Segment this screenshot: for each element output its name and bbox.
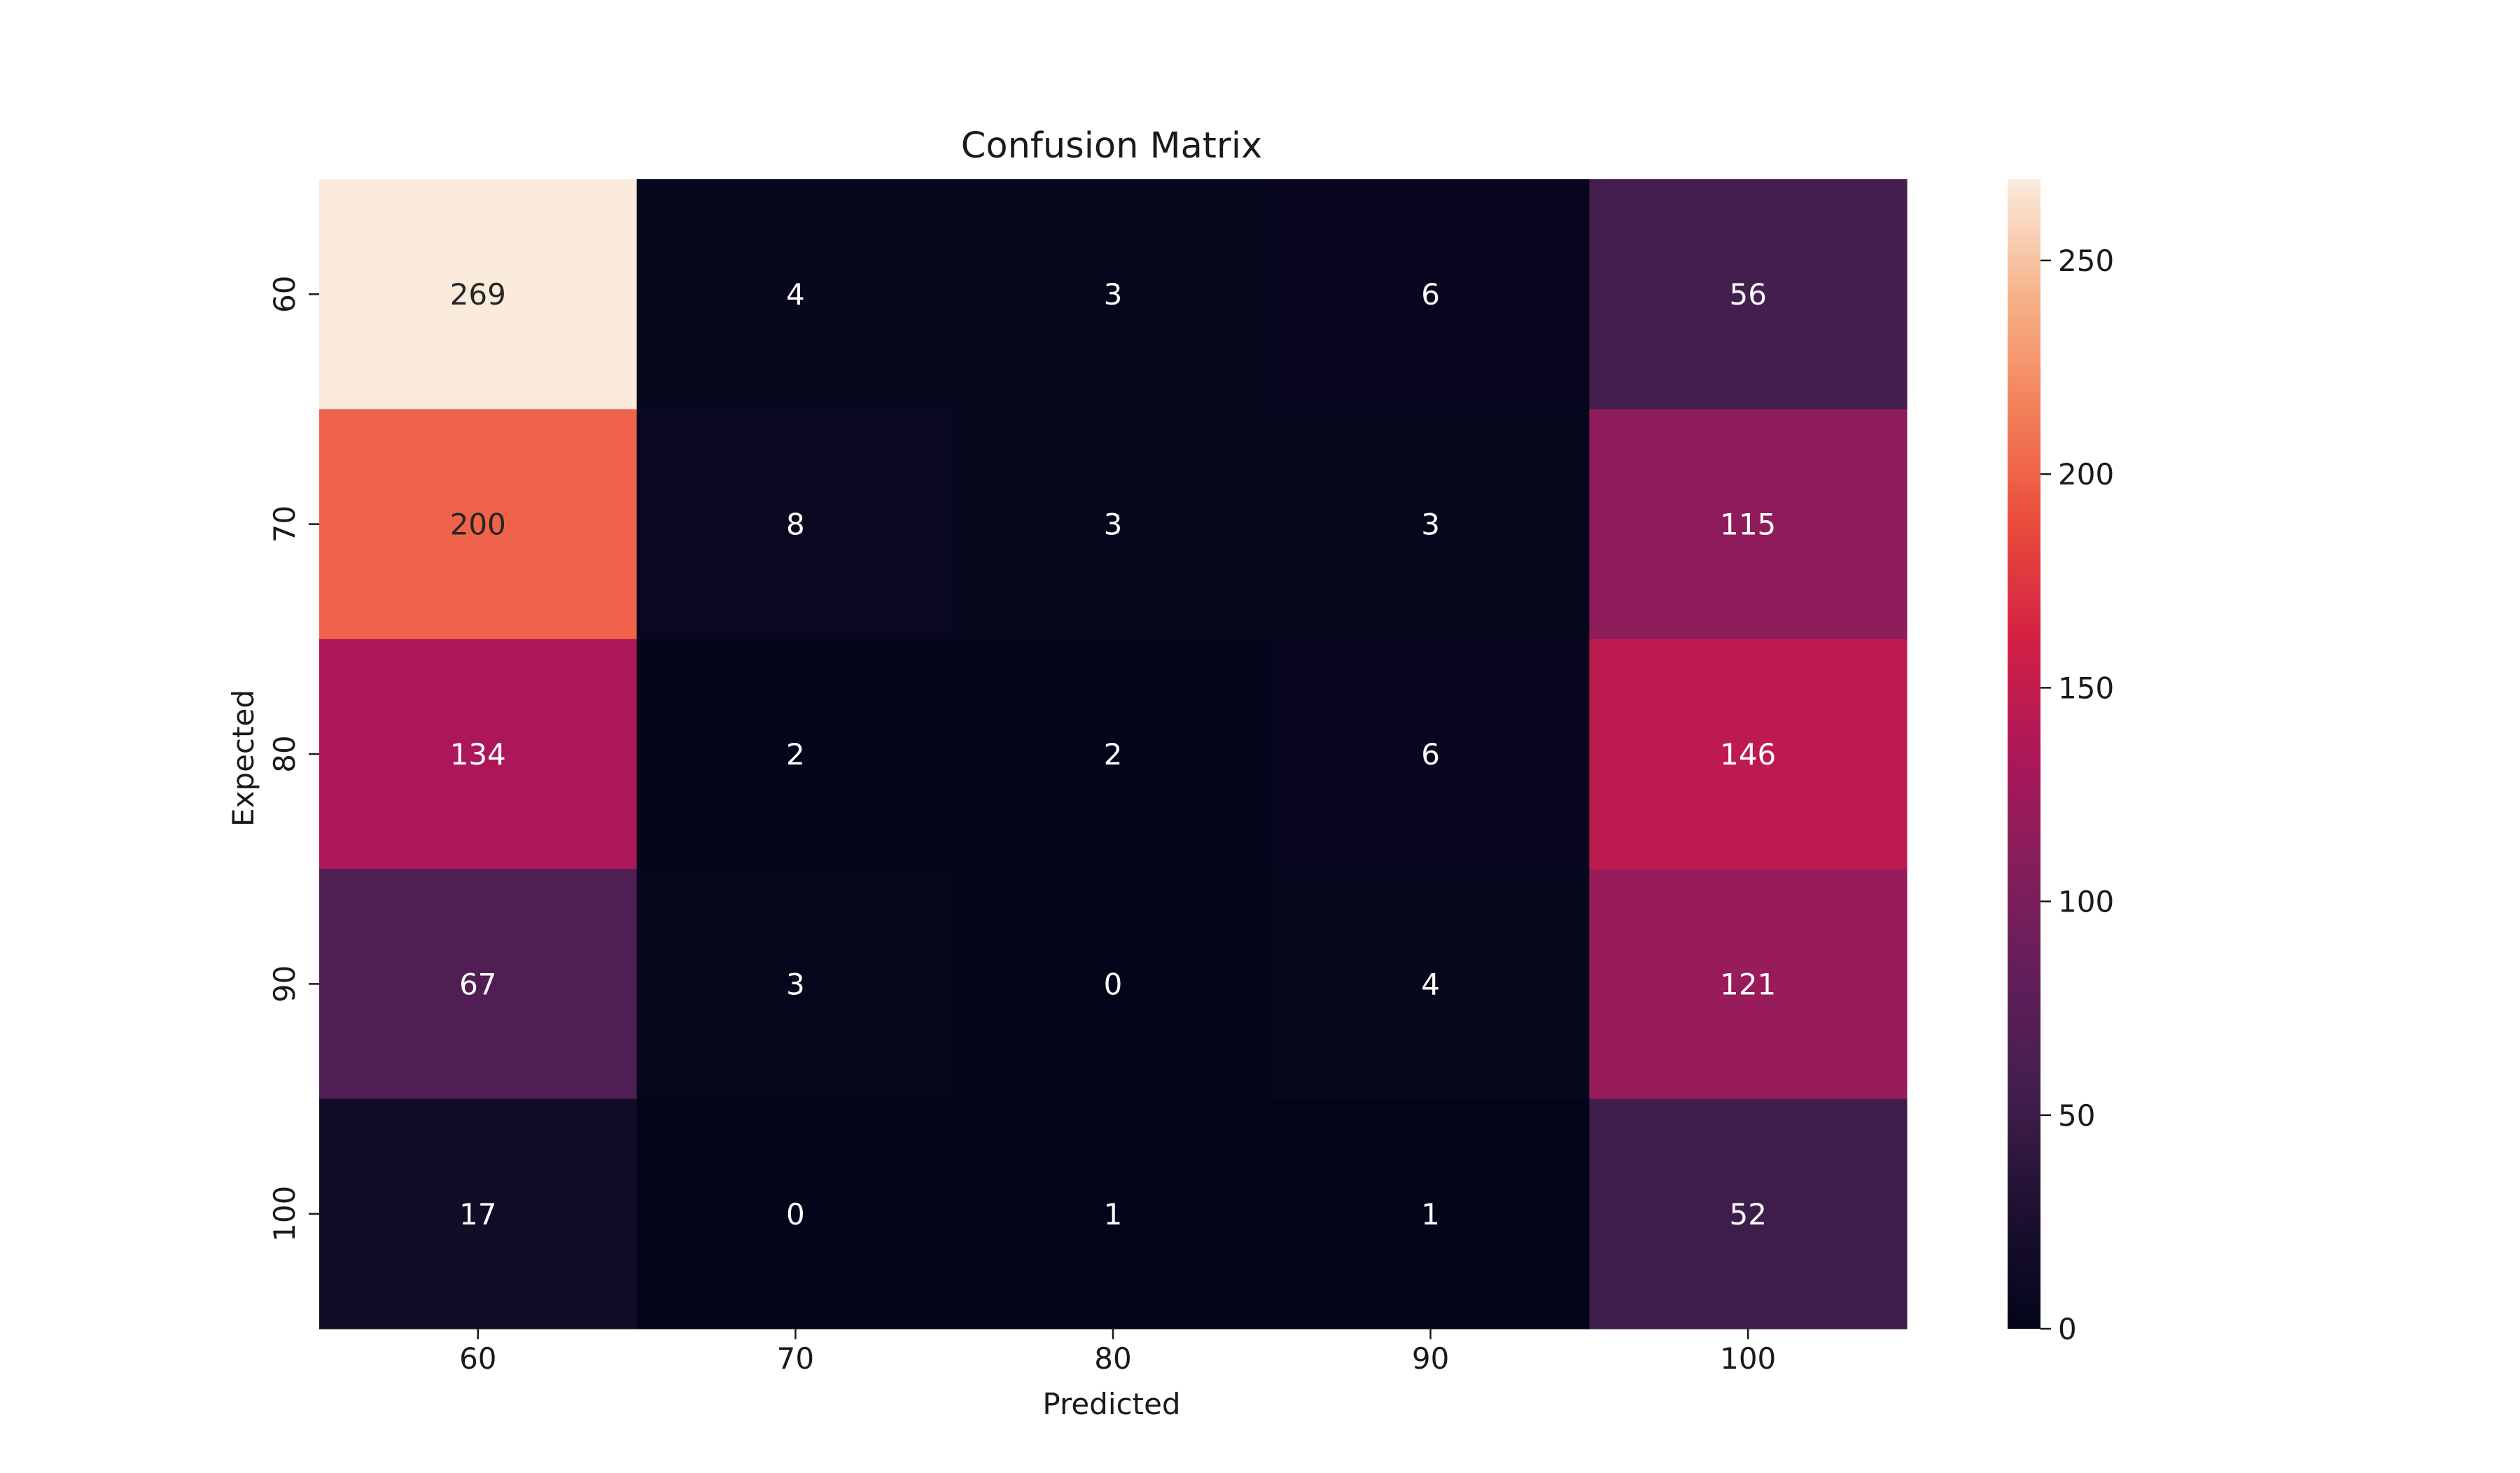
x-axis: 60 70 80 90 100 [459, 1329, 1776, 1376]
heatmap-cell [954, 409, 1273, 640]
y-tick-label: 70 [267, 505, 302, 543]
cell-value-label: 3 [786, 967, 805, 1001]
heatmap-cell [1589, 179, 1907, 410]
colorbar-tick-label: 250 [2058, 244, 2114, 278]
x-tick-label: 70 [777, 1341, 814, 1376]
cell-value-label: 8 [786, 508, 805, 542]
x-tick-label: 60 [459, 1341, 496, 1376]
cell-value-label: 1 [1104, 1197, 1123, 1231]
cell-value-label: 4 [786, 277, 805, 312]
cell-value-label: 0 [786, 1197, 805, 1231]
heatmap-cell [319, 1098, 638, 1329]
cell-value-label: 121 [1720, 967, 1776, 1001]
heatmap-cell [1589, 638, 1907, 870]
cell-value-label: 56 [1729, 277, 1766, 312]
colorbar: 0 50 100 150 200 250 [2008, 179, 2114, 1346]
colorbar-tick-label: 0 [2058, 1312, 2077, 1346]
heatmap-cell [636, 869, 955, 1100]
heatmap-cell [1271, 1098, 1590, 1329]
cell-value-label: 52 [1729, 1197, 1766, 1231]
cell-value-label: 3 [1421, 508, 1440, 542]
cell-value-label: 1 [1421, 1197, 1440, 1231]
cell-value-label: 17 [459, 1197, 496, 1231]
y-axis-label: Expected [226, 690, 260, 827]
heatmap-cell [319, 409, 638, 640]
heatmap-cell [954, 638, 1273, 870]
colorbar-tick-label: 50 [2058, 1098, 2095, 1133]
cell-value-label: 2 [1104, 737, 1123, 772]
x-tick-label: 90 [1412, 1341, 1449, 1376]
heatmap-cell [319, 638, 638, 870]
y-tick-label: 100 [267, 1186, 302, 1242]
cell-value-label: 6 [1421, 277, 1440, 312]
x-axis-label: Predicted [1042, 1387, 1180, 1421]
heatmap-cell [1271, 409, 1590, 640]
heatmap-cell [636, 179, 955, 410]
cell-value-label: 3 [1104, 277, 1123, 312]
cell-value-label: 6 [1421, 737, 1440, 772]
y-tick-label: 60 [267, 275, 302, 312]
heatmap-cell [319, 179, 638, 410]
cell-value-label: 0 [1104, 967, 1123, 1001]
heatmap-cell [1271, 638, 1590, 870]
colorbar-tick-label: 200 [2058, 457, 2114, 491]
cell-value-label: 146 [1720, 737, 1776, 772]
heatmap-cell [954, 869, 1273, 1100]
cell-value-label: 2 [786, 737, 805, 772]
heatmap-cell [1589, 1098, 1907, 1329]
heatmap-cell [636, 409, 955, 640]
cell-value-label: 200 [450, 508, 506, 542]
colorbar-tick-label: 150 [2058, 671, 2114, 705]
cell-value-label: 269 [450, 277, 506, 312]
cell-value-label: 134 [450, 737, 506, 772]
y-tick-label: 80 [267, 735, 302, 772]
heatmap-cell [1271, 869, 1590, 1100]
x-tick-label: 80 [1094, 1341, 1131, 1376]
heatmap-cell [954, 179, 1273, 410]
x-tick-label: 100 [1720, 1341, 1776, 1376]
heatmap-cell [1271, 179, 1590, 410]
cell-value-label: 4 [1421, 967, 1440, 1001]
heatmap-cell [1589, 869, 1907, 1100]
colorbar-gradient [2008, 179, 2040, 1329]
heatmap-cell [954, 1098, 1273, 1329]
cell-value-label: 3 [1104, 508, 1123, 542]
heatmap-cell [636, 1098, 955, 1329]
y-axis: 60 70 80 90 100 [267, 275, 319, 1242]
heatmap-cells: 269 4 3 6 56 200 8 3 3 115 134 2 2 6 146 67 3 0 4 121 17 0 1 1 5… [319, 179, 1907, 1329]
cell-value-label: 115 [1720, 508, 1776, 542]
heatmap-cell [319, 869, 638, 1100]
colorbar-tick-label: 100 [2058, 885, 2114, 919]
heatmap-cell [636, 638, 955, 870]
y-tick-label: 90 [267, 965, 302, 1003]
cell-value-label: 67 [459, 967, 496, 1001]
chart-title: Confusion Matrix [961, 125, 1262, 167]
heatmap-cell [1589, 409, 1907, 640]
